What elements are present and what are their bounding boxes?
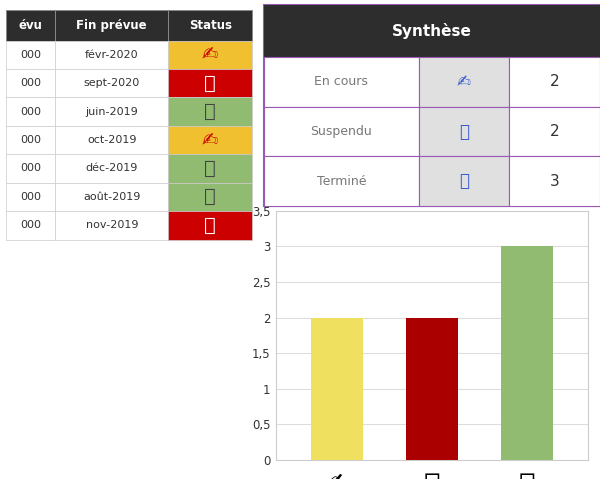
FancyBboxPatch shape: [55, 154, 169, 182]
FancyBboxPatch shape: [6, 69, 55, 97]
Text: ✍️: ✍️: [202, 46, 218, 64]
FancyBboxPatch shape: [264, 5, 600, 57]
Text: 000: 000: [20, 163, 41, 173]
FancyBboxPatch shape: [6, 41, 55, 69]
Text: évu: évu: [19, 19, 43, 32]
FancyBboxPatch shape: [6, 10, 55, 41]
Text: 👎: 👎: [205, 216, 216, 235]
Text: ✍️: ✍️: [202, 131, 218, 149]
FancyBboxPatch shape: [6, 182, 55, 211]
Text: févr-2020: févr-2020: [85, 50, 139, 60]
Text: ✍️: ✍️: [457, 73, 471, 91]
Bar: [500, 246, 553, 460]
FancyBboxPatch shape: [169, 211, 252, 240]
FancyBboxPatch shape: [169, 182, 252, 211]
FancyBboxPatch shape: [169, 97, 252, 126]
FancyBboxPatch shape: [509, 57, 600, 107]
FancyBboxPatch shape: [264, 57, 419, 107]
Text: 000: 000: [20, 135, 41, 145]
FancyBboxPatch shape: [169, 10, 252, 41]
Text: Suspendu: Suspendu: [310, 125, 372, 138]
FancyBboxPatch shape: [509, 156, 600, 206]
Text: 👎: 👎: [205, 74, 216, 93]
FancyBboxPatch shape: [169, 69, 252, 97]
Text: 3: 3: [550, 174, 560, 189]
FancyBboxPatch shape: [264, 156, 419, 206]
Bar: [406, 318, 458, 460]
FancyBboxPatch shape: [6, 154, 55, 182]
FancyBboxPatch shape: [55, 69, 169, 97]
FancyBboxPatch shape: [6, 126, 55, 154]
Text: 👍: 👍: [205, 102, 216, 121]
Text: déc-2019: déc-2019: [86, 163, 138, 173]
FancyBboxPatch shape: [264, 5, 600, 206]
Text: août-2019: août-2019: [83, 192, 140, 202]
Text: 000: 000: [20, 50, 41, 60]
FancyBboxPatch shape: [55, 126, 169, 154]
Text: Terminé: Terminé: [317, 175, 366, 188]
FancyBboxPatch shape: [264, 107, 419, 156]
Text: En cours: En cours: [314, 75, 368, 89]
Text: sept-2020: sept-2020: [83, 78, 140, 88]
FancyBboxPatch shape: [6, 211, 55, 240]
Text: 000: 000: [20, 107, 41, 117]
Text: juin-2019: juin-2019: [85, 107, 138, 117]
FancyBboxPatch shape: [419, 156, 509, 206]
FancyBboxPatch shape: [169, 154, 252, 182]
Text: 2: 2: [550, 74, 559, 90]
Bar: [311, 318, 364, 460]
Text: nov-2019: nov-2019: [86, 220, 138, 230]
Text: Synthèse: Synthèse: [392, 23, 472, 39]
FancyBboxPatch shape: [55, 182, 169, 211]
FancyBboxPatch shape: [419, 107, 509, 156]
FancyBboxPatch shape: [169, 41, 252, 69]
Text: oct-2019: oct-2019: [87, 135, 137, 145]
Text: Status: Status: [188, 19, 232, 32]
Text: 000: 000: [20, 192, 41, 202]
FancyBboxPatch shape: [6, 97, 55, 126]
Text: 👍: 👍: [205, 187, 216, 206]
Text: Fin prévue: Fin prévue: [76, 19, 147, 32]
FancyBboxPatch shape: [55, 211, 169, 240]
Text: 👎: 👎: [459, 123, 469, 140]
Text: 000: 000: [20, 78, 41, 88]
FancyBboxPatch shape: [55, 10, 169, 41]
FancyBboxPatch shape: [169, 126, 252, 154]
Text: 👍: 👍: [205, 159, 216, 178]
FancyBboxPatch shape: [509, 107, 600, 156]
Text: 👍: 👍: [459, 172, 469, 190]
Text: 000: 000: [20, 220, 41, 230]
Text: 2: 2: [550, 124, 559, 139]
FancyBboxPatch shape: [55, 97, 169, 126]
FancyBboxPatch shape: [55, 41, 169, 69]
FancyBboxPatch shape: [419, 57, 509, 107]
